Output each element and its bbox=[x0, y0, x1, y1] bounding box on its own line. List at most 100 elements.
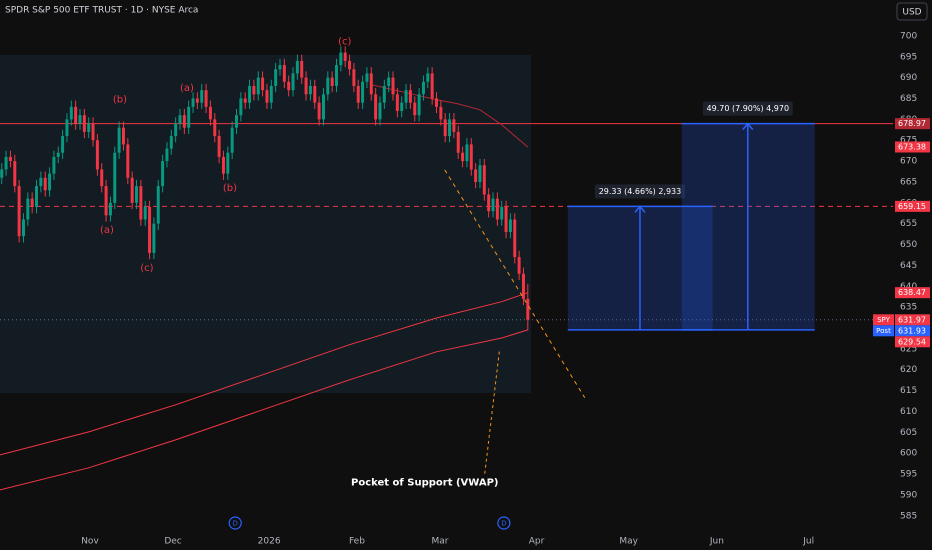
candle-body bbox=[295, 60, 299, 74]
candle-body bbox=[82, 115, 86, 132]
x-tick-label: Jul bbox=[802, 537, 814, 547]
candle-body bbox=[291, 73, 295, 91]
candle-body bbox=[204, 90, 208, 107]
candle-body bbox=[113, 152, 117, 203]
candle-body bbox=[178, 115, 182, 124]
currency-button[interactable] bbox=[896, 2, 928, 21]
candle-body bbox=[308, 85, 312, 95]
wave-label: (c) bbox=[338, 37, 351, 48]
wave-label: (a) bbox=[180, 83, 194, 94]
wave-label: (c) bbox=[140, 263, 153, 274]
candle-body bbox=[230, 127, 234, 153]
candle-body bbox=[26, 198, 30, 220]
candle-body bbox=[330, 77, 334, 86]
arrow-head bbox=[634, 205, 646, 213]
candle-body bbox=[313, 85, 317, 103]
candle-body bbox=[426, 73, 430, 82]
y-tick-label: 645 bbox=[900, 261, 917, 271]
y-tick-label: 665 bbox=[900, 177, 917, 187]
candle-body bbox=[148, 206, 152, 253]
price-label-bg bbox=[895, 141, 930, 153]
wave-label: (b) bbox=[113, 95, 127, 106]
price-label: 678.97 bbox=[898, 119, 926, 128]
moving-average bbox=[371, 84, 529, 148]
y-tick-label: 675 bbox=[900, 136, 917, 146]
candle-body bbox=[165, 148, 169, 162]
candle-body bbox=[248, 85, 252, 103]
price-label-bg bbox=[895, 336, 930, 348]
candle-body bbox=[365, 73, 369, 82]
y-tick-label: 700 bbox=[900, 31, 917, 41]
candle-body bbox=[208, 106, 212, 120]
candle-body bbox=[200, 90, 204, 103]
candle-body bbox=[169, 136, 173, 149]
y-tick-label: 625 bbox=[900, 344, 917, 354]
price-label-bg bbox=[895, 325, 930, 337]
candle-body bbox=[500, 206, 504, 220]
candle-body bbox=[282, 65, 286, 82]
candle-body bbox=[243, 98, 247, 103]
event-label: D bbox=[501, 520, 506, 528]
x-tick-label: May bbox=[619, 537, 638, 547]
x-tick-label: Dec bbox=[164, 537, 181, 547]
moving-average bbox=[0, 329, 528, 491]
candle-body bbox=[135, 186, 139, 203]
price-label-bg bbox=[895, 314, 930, 326]
price-label-bg bbox=[895, 200, 930, 212]
candle-body bbox=[21, 219, 25, 237]
candle-body bbox=[13, 161, 17, 187]
candle-body bbox=[117, 127, 121, 153]
candle-body bbox=[304, 77, 308, 95]
candle-body bbox=[8, 156, 12, 162]
candle-body bbox=[156, 186, 160, 224]
price-label: 659.15 bbox=[898, 202, 926, 211]
price-label: 631.93 bbox=[898, 326, 926, 335]
candle-body bbox=[278, 65, 282, 70]
y-tick-label: 670 bbox=[900, 157, 917, 167]
candle-body bbox=[226, 152, 230, 174]
y-tick-label: 610 bbox=[900, 407, 917, 417]
candle-body bbox=[391, 77, 395, 95]
candle-body bbox=[100, 169, 104, 187]
candle-body bbox=[39, 177, 43, 187]
price-tag: SPY bbox=[877, 316, 891, 324]
candle-body bbox=[448, 119, 452, 137]
candle-body bbox=[265, 90, 269, 103]
price-label: 631.97 bbox=[898, 315, 926, 324]
candle-body bbox=[61, 136, 65, 153]
candle-body bbox=[43, 177, 47, 191]
candle-body bbox=[508, 219, 512, 233]
candle-body bbox=[478, 165, 482, 182]
candle-body bbox=[469, 144, 473, 170]
candle-body bbox=[235, 115, 239, 128]
event-label: D bbox=[233, 520, 238, 528]
price-label-bg bbox=[895, 287, 930, 299]
candle-body bbox=[104, 186, 108, 216]
price-label: 629.54 bbox=[898, 337, 926, 346]
candle-body bbox=[443, 119, 447, 137]
candle-body bbox=[526, 298, 530, 320]
highlight-zone bbox=[0, 55, 531, 393]
candle-body bbox=[239, 98, 243, 116]
price-label: 673.38 bbox=[898, 142, 926, 151]
wave-label: (b) bbox=[223, 183, 237, 194]
candle-body bbox=[91, 123, 95, 141]
x-tick-label: Feb bbox=[349, 537, 365, 547]
candle-body bbox=[65, 119, 69, 137]
y-tick-label: 685 bbox=[900, 94, 917, 104]
candle-body bbox=[517, 257, 521, 274]
candle-body bbox=[48, 173, 52, 191]
y-tick-label: 695 bbox=[900, 52, 917, 62]
x-tick-label: 2026 bbox=[258, 537, 281, 547]
candle-body bbox=[87, 123, 91, 132]
annotation-text: Pocket of Support (VWAP) bbox=[351, 478, 499, 489]
candle-body bbox=[269, 85, 273, 103]
candle-body bbox=[187, 106, 191, 128]
candle-body bbox=[0, 169, 4, 178]
candle-body bbox=[439, 106, 443, 120]
price-tag: Post bbox=[876, 327, 891, 335]
candle-body bbox=[343, 52, 347, 61]
candle-body bbox=[452, 119, 456, 132]
candle-body bbox=[121, 127, 125, 145]
